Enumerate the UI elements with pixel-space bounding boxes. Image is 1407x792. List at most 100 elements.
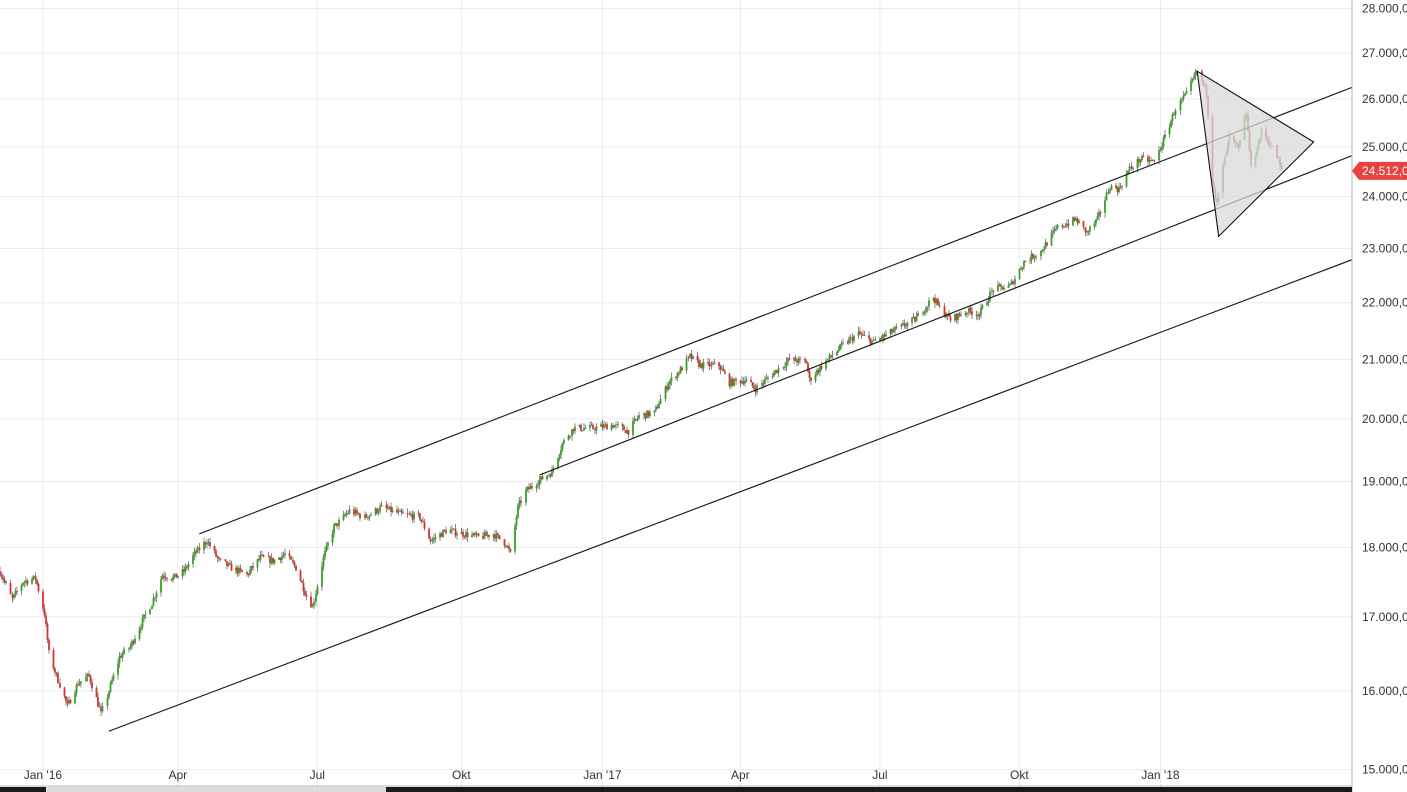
candle-body (644, 413, 647, 419)
candle (406, 508, 409, 518)
candle-body (1193, 76, 1195, 79)
candle-body (964, 312, 967, 316)
candle-body (54, 668, 56, 673)
triangle-pattern[interactable] (1196, 70, 1315, 238)
candle (943, 303, 946, 318)
candle (905, 322, 907, 330)
candle (267, 551, 270, 558)
candle (9, 579, 12, 595)
candle-body (279, 557, 282, 561)
candle (644, 413, 647, 422)
candle (465, 528, 467, 540)
candle-body (456, 534, 458, 536)
candle-body (475, 533, 478, 536)
candle-body (506, 546, 509, 548)
candle-body (120, 656, 122, 658)
candle-body (80, 681, 82, 684)
candle-body (1179, 100, 1182, 111)
candle-body (574, 426, 576, 432)
candle (434, 533, 437, 543)
candle-body (69, 700, 72, 704)
time-scrollbar[interactable] (0, 787, 1352, 792)
candle (144, 610, 147, 620)
candle-body (1190, 81, 1192, 91)
candle (486, 530, 489, 538)
candle (531, 482, 533, 491)
candle-body (172, 577, 174, 581)
candle (333, 522, 335, 538)
candle (1044, 238, 1047, 250)
candle-body (906, 322, 909, 326)
time-scrollbar-thumb[interactable] (46, 787, 386, 792)
candle-body (1136, 159, 1139, 169)
candle-body (771, 376, 774, 378)
candle (374, 507, 377, 516)
channel-upper-line[interactable] (199, 86, 1353, 535)
candle-body (1063, 226, 1065, 228)
candle (215, 548, 217, 558)
candle (134, 635, 136, 645)
candle-body (1012, 281, 1014, 285)
candle (359, 512, 361, 522)
candle-body (745, 379, 748, 381)
candle (387, 503, 389, 511)
candle (1032, 252, 1034, 260)
candle (95, 685, 98, 698)
candle-body (678, 372, 680, 374)
candle (1035, 254, 1037, 261)
candle (658, 401, 660, 409)
candle-body (118, 656, 121, 664)
y-tick-label: 17.000,0 (1362, 610, 1407, 624)
candle-body (525, 489, 527, 503)
candle-body (261, 554, 263, 556)
candle-body (9, 582, 12, 595)
candle-body (563, 439, 565, 444)
candle (367, 517, 369, 521)
candle (449, 526, 452, 534)
candle-body (428, 528, 430, 539)
candle (817, 368, 820, 375)
candle-body (443, 530, 446, 532)
candle (443, 528, 446, 532)
candle-body (16, 591, 18, 593)
candle (69, 698, 72, 704)
candle (515, 514, 518, 530)
candle (724, 369, 726, 375)
candle-body (181, 569, 184, 576)
candle (830, 354, 832, 359)
candle-body (97, 697, 99, 707)
candle (728, 372, 731, 389)
candle (1014, 275, 1016, 288)
candle-body (853, 336, 855, 342)
candle-body (1171, 114, 1174, 122)
candle (664, 385, 667, 402)
candle-body (793, 357, 795, 360)
candle-body (739, 380, 742, 384)
candle (1073, 216, 1076, 222)
trend-lines[interactable] (108, 70, 1353, 732)
candle-body (334, 523, 337, 525)
candle (379, 502, 381, 514)
candle (535, 483, 538, 493)
candle (63, 686, 66, 699)
candle (934, 294, 936, 309)
candle (975, 310, 978, 320)
candle-body (503, 539, 506, 546)
candle-body (357, 513, 360, 515)
candle-body (820, 366, 823, 369)
candle-body (889, 329, 892, 335)
channel-lower-line[interactable] (108, 259, 1353, 732)
candle (741, 376, 743, 385)
candle (912, 312, 915, 319)
candle (969, 304, 972, 315)
candle (483, 529, 486, 540)
candle-body (785, 361, 788, 367)
candle (1052, 226, 1054, 238)
candle-body (32, 575, 35, 580)
candle (155, 590, 158, 603)
candle (954, 313, 956, 323)
candle (1024, 260, 1027, 263)
candle (548, 473, 550, 478)
candle (439, 531, 441, 541)
candle-body (1041, 250, 1044, 252)
